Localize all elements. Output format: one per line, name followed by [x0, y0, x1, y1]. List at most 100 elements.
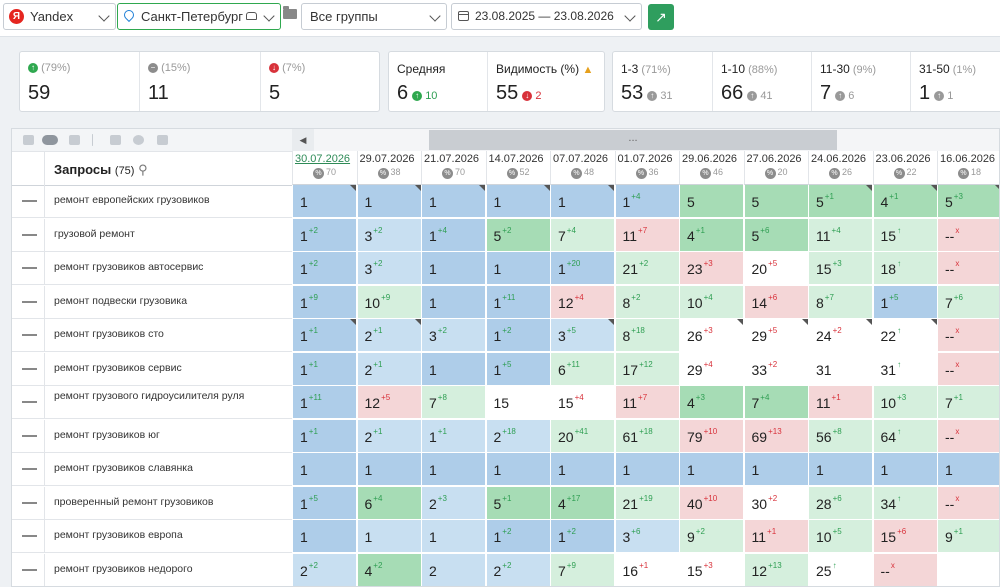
position-cell[interactable]: 1+2	[485, 520, 550, 553]
position-cell[interactable]: 1	[679, 453, 743, 486]
date-column-header[interactable]: 27.06.2026 % 20	[743, 151, 808, 185]
position-cell[interactable]: 2+3	[421, 486, 485, 520]
position-cell[interactable]: 1	[292, 185, 356, 218]
export-excel-button[interactable]: ↗	[648, 4, 674, 30]
position-cell[interactable]: 7+9	[550, 553, 614, 586]
position-cell[interactable]: 12+4	[550, 285, 614, 319]
position-cell[interactable]: 1	[421, 285, 485, 319]
position-cell[interactable]: 4+1	[872, 185, 937, 218]
position-cell[interactable]: 1+5	[485, 352, 550, 386]
position-cell[interactable]: 4+3	[679, 386, 743, 419]
position-cell[interactable]: 14+6	[743, 285, 808, 319]
date-column-header[interactable]: 16.06.2026 % 18	[937, 151, 999, 185]
query-row[interactable]: ремонт подвески грузовика	[12, 285, 292, 319]
position-cell[interactable]: 1	[485, 185, 550, 218]
position-cell[interactable]: 28+6	[808, 486, 872, 520]
position-cell[interactable]: 8+18	[614, 319, 679, 352]
position-cell[interactable]: 1	[356, 185, 421, 218]
minus-icon[interactable]	[22, 233, 37, 236]
minus-icon[interactable]	[22, 367, 37, 370]
date-column-header[interactable]: 14.07.2026 % 52	[485, 151, 550, 185]
position-cell[interactable]: 6+11	[550, 352, 614, 386]
position-cell[interactable]: 3+6	[614, 520, 679, 553]
position-cell[interactable]: 11+1	[743, 520, 808, 553]
position-cell[interactable]: 3+2	[356, 218, 421, 252]
query-row[interactable]: ремонт грузовиков европа	[12, 520, 292, 553]
query-row[interactable]: ремонт грузового гидроусилителя руля	[12, 386, 292, 419]
position-cell[interactable]: 1	[421, 520, 485, 553]
query-row[interactable]: грузовой ремонт	[12, 218, 292, 252]
position-cell[interactable]: 34↑	[872, 486, 937, 520]
position-cell[interactable]: 1	[292, 453, 356, 486]
scroll-left-button[interactable]: ◀	[292, 129, 314, 151]
position-cell[interactable]: 21+2	[614, 252, 679, 285]
position-cell[interactable]: 16+1	[614, 553, 679, 586]
position-cell[interactable]: 15+3	[679, 553, 743, 586]
date-column-header[interactable]: 24.06.2026 % 26	[808, 151, 872, 185]
position-cell[interactable]: 22↑	[872, 319, 937, 352]
position-cell[interactable]: 3+2	[421, 319, 485, 352]
position-cell[interactable]: 8+2	[614, 285, 679, 319]
position-cell[interactable]: 1+11	[485, 285, 550, 319]
position-cell[interactable]: 1+4	[614, 185, 679, 218]
position-cell[interactable]: 20+5	[743, 252, 808, 285]
position-cell[interactable]: 7+8	[421, 386, 485, 419]
position-cell[interactable]: 56+8	[808, 419, 872, 453]
position-cell[interactable]: 29+4	[679, 352, 743, 386]
position-cell[interactable]: 9+2	[679, 520, 743, 553]
position-cell[interactable]: 6+4	[356, 486, 421, 520]
date-column-header[interactable]: 29.06.2026 % 46	[679, 151, 743, 185]
position-cell[interactable]: 30+2	[743, 486, 808, 520]
position-cell[interactable]: 1+1	[421, 419, 485, 453]
position-cell[interactable]: 20+41	[550, 419, 614, 453]
position-cell[interactable]: 2	[421, 553, 485, 586]
position-cell[interactable]: 7+1	[937, 386, 999, 419]
scroll-thumb[interactable]: ...	[429, 130, 837, 150]
position-cell[interactable]: --x	[937, 486, 999, 520]
position-cell[interactable]: 15↑	[872, 218, 937, 252]
date-column-header[interactable]: 23.06.2026 % 22	[872, 151, 937, 185]
position-cell[interactable]: 1	[485, 453, 550, 486]
minus-icon[interactable]	[22, 434, 37, 437]
search-icon[interactable]: ⚲	[138, 162, 148, 177]
position-cell[interactable]: 1	[937, 453, 999, 486]
position-cell[interactable]: 1+20	[550, 252, 614, 285]
position-cell[interactable]: 1+9	[292, 285, 356, 319]
minus-icon[interactable]	[22, 501, 37, 504]
date-column-header[interactable]: 30.07.2026 % 70	[292, 151, 356, 185]
position-cell[interactable]: --x	[937, 319, 999, 352]
minus-icon[interactable]	[22, 200, 37, 202]
position-cell[interactable]: 10+3	[872, 386, 937, 419]
position-cell[interactable]: 10+4	[679, 285, 743, 319]
query-row[interactable]: ремонт грузовиков сто	[12, 319, 292, 352]
position-cell[interactable]: 1	[550, 185, 614, 218]
position-cell[interactable]: 5+3	[937, 185, 999, 218]
position-cell[interactable]: 40+10	[679, 486, 743, 520]
position-cell[interactable]: 1	[421, 252, 485, 285]
position-cell[interactable]: 3+5	[550, 319, 614, 352]
position-cell[interactable]: 1+1	[292, 352, 356, 386]
position-cell[interactable]: 1+5	[292, 486, 356, 520]
position-cell[interactable]: 23+3	[679, 252, 743, 285]
position-cell[interactable]: 1+1	[292, 419, 356, 453]
position-cell[interactable]: 11+4	[808, 218, 872, 252]
date-range-select[interactable]: 23.08.2025 — 23.08.2026	[451, 3, 642, 30]
position-cell[interactable]: 4+17	[550, 486, 614, 520]
link-icon[interactable]	[69, 135, 80, 145]
position-cell[interactable]: 11+7	[614, 386, 679, 419]
position-cell[interactable]: 8+7	[808, 285, 872, 319]
position-cell[interactable]: 2+2	[485, 553, 550, 586]
minus-icon[interactable]	[22, 334, 37, 336]
query-row[interactable]: ремонт грузовиков сервис	[12, 352, 292, 386]
date-column-header[interactable]: 07.07.2026 % 48	[550, 151, 614, 185]
position-cell[interactable]: --x	[937, 352, 999, 386]
position-cell[interactable]: --x	[937, 419, 999, 453]
position-cell[interactable]: 64↑	[872, 419, 937, 453]
position-cell[interactable]: --x	[872, 553, 937, 586]
position-cell[interactable]: 1	[743, 453, 808, 486]
position-cell[interactable]: 3+2	[356, 252, 421, 285]
position-cell[interactable]: 1	[356, 453, 421, 486]
date-column-header[interactable]: 01.07.2026 % 36	[614, 151, 679, 185]
search-engine-select[interactable]: Я Yandex	[3, 3, 116, 30]
position-cell[interactable]: 79+10	[679, 419, 743, 453]
